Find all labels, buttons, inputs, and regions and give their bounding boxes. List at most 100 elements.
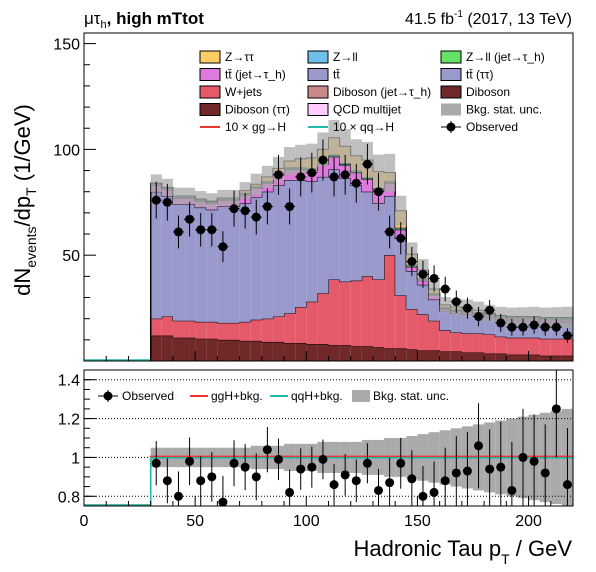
observed-point (539, 318, 551, 336)
unc-bin (561, 306, 573, 329)
bar-diboson (295, 343, 307, 361)
observed-point (517, 318, 529, 336)
bar-diboson (350, 346, 362, 361)
bar-ttbar (484, 317, 496, 335)
ratio-point (362, 443, 372, 484)
bar-wjets (539, 338, 551, 356)
bar-ttbar (217, 206, 229, 323)
observed-point (261, 188, 273, 225)
x-axis: 0 50 100 150 200 (80, 496, 574, 530)
observed-point (550, 318, 562, 336)
bar-diboson (550, 355, 562, 361)
observed-point (472, 306, 485, 327)
bar-diboson (439, 351, 451, 361)
legend-item-diboson: Diboson (440, 85, 510, 99)
bar-ttbar (161, 195, 173, 317)
observed-point (561, 328, 573, 344)
ratio-y-tick-label: 1.2 (58, 412, 80, 429)
ratio-point (385, 457, 395, 506)
x-axis-label: Hadronic Tau pT / GeV (354, 536, 573, 567)
bar-ttbar (317, 176, 329, 294)
channel-sub: h (101, 19, 107, 31)
x-tick-label: 50 (186, 513, 204, 530)
bar-diboson (372, 347, 385, 361)
observed-point (217, 231, 229, 263)
bar-diboson (195, 338, 207, 361)
legend-item-obs: Observed (441, 120, 518, 134)
bar-ttbar (295, 180, 307, 308)
main-legend: Z→ττ Z→ll Z→ll (jet→τ_h) tt̄ (jet→τ_h) tt̄ tt… (199, 50, 545, 134)
bar-diboson (272, 341, 285, 361)
bar-wjets (472, 333, 485, 353)
bar-diboson (361, 346, 373, 361)
ratio-y-tick-label: 1 (71, 450, 80, 467)
observed-point (506, 318, 518, 336)
bar-diboson (339, 345, 351, 361)
ratio-legend-item-obs: Observed (98, 389, 174, 403)
bar-ttbar (406, 271, 418, 310)
ratio-point (196, 455, 206, 506)
bar-diboson (450, 351, 462, 361)
bar-wjets (195, 321, 207, 339)
y-tick-label: 50 (62, 248, 80, 265)
bar-ttbar (428, 299, 440, 321)
observed-point (450, 290, 462, 313)
ratio-point (551, 370, 561, 458)
unc-bin (261, 165, 273, 188)
bar-ttbar (272, 185, 285, 317)
bar-ttbar (306, 181, 318, 302)
bar-ttbar (250, 197, 262, 320)
bar-ttbar (284, 180, 296, 314)
bar-wjets (217, 322, 229, 340)
ratio-legend-label: Observed (122, 389, 174, 403)
bar-diboson (284, 343, 296, 361)
legend-label: Diboson (466, 85, 510, 99)
bar-diboson (317, 344, 329, 361)
legend-label: Z→ll (jet→τ_h) (466, 50, 545, 64)
ratio-point (474, 403, 484, 489)
ratio-point (562, 427, 572, 506)
bar-ttbar (261, 191, 273, 319)
ratio-legend-item-qq_line: qqH+bkg. (270, 389, 343, 403)
bar-wjets (384, 255, 396, 349)
ratio-legend-item-unc: Bkg. stat. unc. (352, 389, 449, 403)
bar-diboson (306, 344, 318, 361)
bar-wjets (417, 314, 429, 351)
bar-ttbar (461, 314, 473, 334)
legend-label: Z→ττ (225, 50, 254, 64)
ratio-legend: Observed ggH+bkg. qqH+bkg. Bkg. stat. unc. (98, 389, 449, 403)
bar-diboson (250, 340, 262, 361)
bar-diboson (228, 339, 240, 361)
bar-wjets (250, 319, 262, 341)
bar-ttbar (450, 313, 462, 333)
legend-label: 10 × gg→H (225, 120, 286, 134)
x-tick-label: 100 (293, 513, 320, 530)
unc-bin (517, 307, 529, 326)
bar-diboson (406, 349, 418, 361)
bar-wjets (272, 316, 285, 342)
bar-ttbar (417, 284, 429, 315)
bar-diboson (561, 355, 573, 361)
ratio-point (329, 463, 339, 506)
ratio-point (151, 441, 161, 486)
ratio-point (273, 438, 283, 481)
bar-wjets (328, 279, 340, 346)
legend-label: tt̄ (ττ) (466, 68, 493, 82)
unc-bin (350, 139, 362, 173)
ratio-point (485, 429, 495, 506)
ratio-point (396, 437, 406, 489)
bar-wjets (528, 337, 540, 355)
observed-point (150, 181, 162, 219)
legend-label: QCD multijet (333, 103, 402, 117)
ratio-y-tick-label: 0.8 (58, 489, 80, 506)
observed-point (384, 215, 396, 249)
bar-wjets (428, 320, 440, 351)
unc-bin (184, 187, 196, 205)
unc-bin (206, 193, 218, 210)
x-tick-label: 200 (515, 513, 542, 530)
bar-wjets (517, 337, 529, 355)
observed-point (328, 157, 340, 197)
main-y-axis: 50 100 150 (53, 37, 96, 341)
bar-wjets (550, 338, 562, 356)
bar-diboson (384, 348, 396, 361)
